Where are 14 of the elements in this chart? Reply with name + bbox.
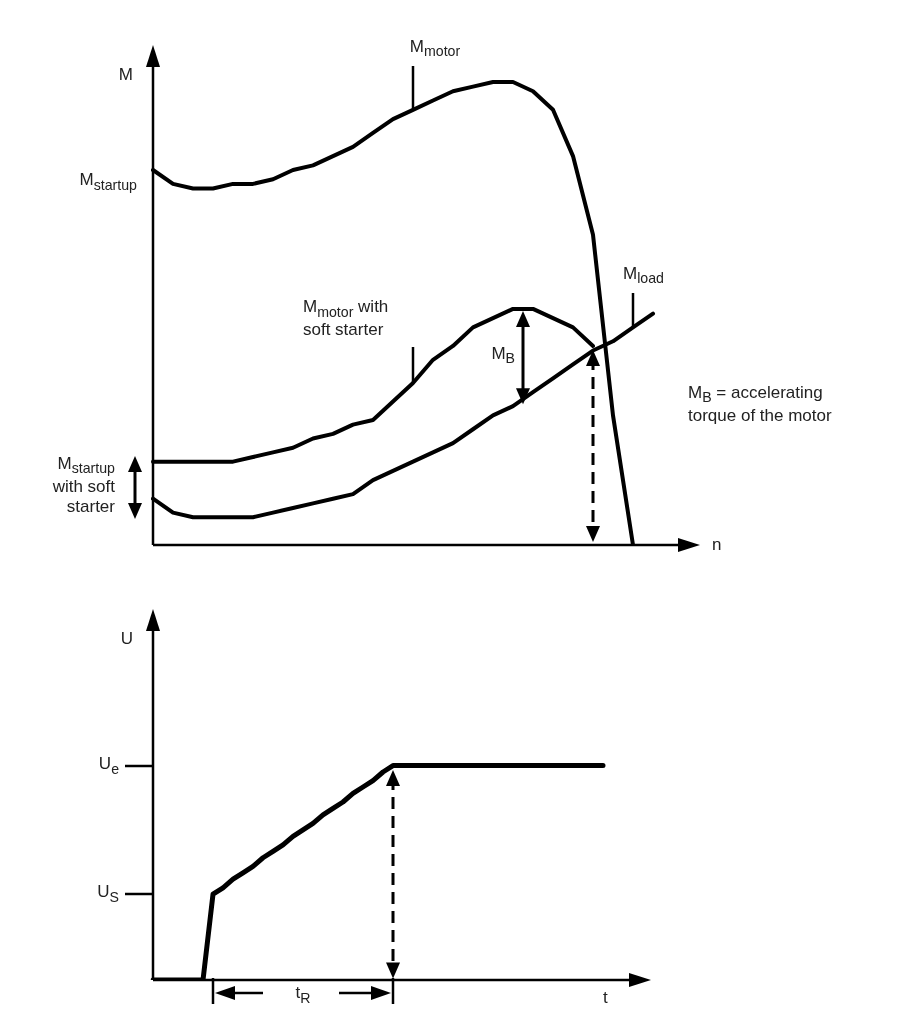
text: M$_{startup}$ with soft starter — [51, 453, 115, 518]
text: U$_{e}$ — [97, 753, 119, 778]
text: M$_{startup}$ — [78, 170, 137, 194]
text: M$_{B}$ = accelerating torque of the motor — [688, 383, 833, 427]
text: t$_{R}$ — [295, 983, 311, 1007]
y-axis-title: M — [117, 65, 133, 86]
series-label: M$_{motor}$ — [409, 36, 461, 60]
x-axis-title: n — [712, 534, 722, 556]
series-label: M$_{load}$ — [623, 264, 664, 288]
text: U$_{S}$ — [96, 882, 119, 906]
text: M$_{motor}$ with soft starter — [303, 297, 390, 341]
annotation: M$_{B}$ — [490, 343, 515, 367]
y-axis-title: U — [119, 629, 133, 650]
x-axis-title: t — [603, 988, 608, 1009]
